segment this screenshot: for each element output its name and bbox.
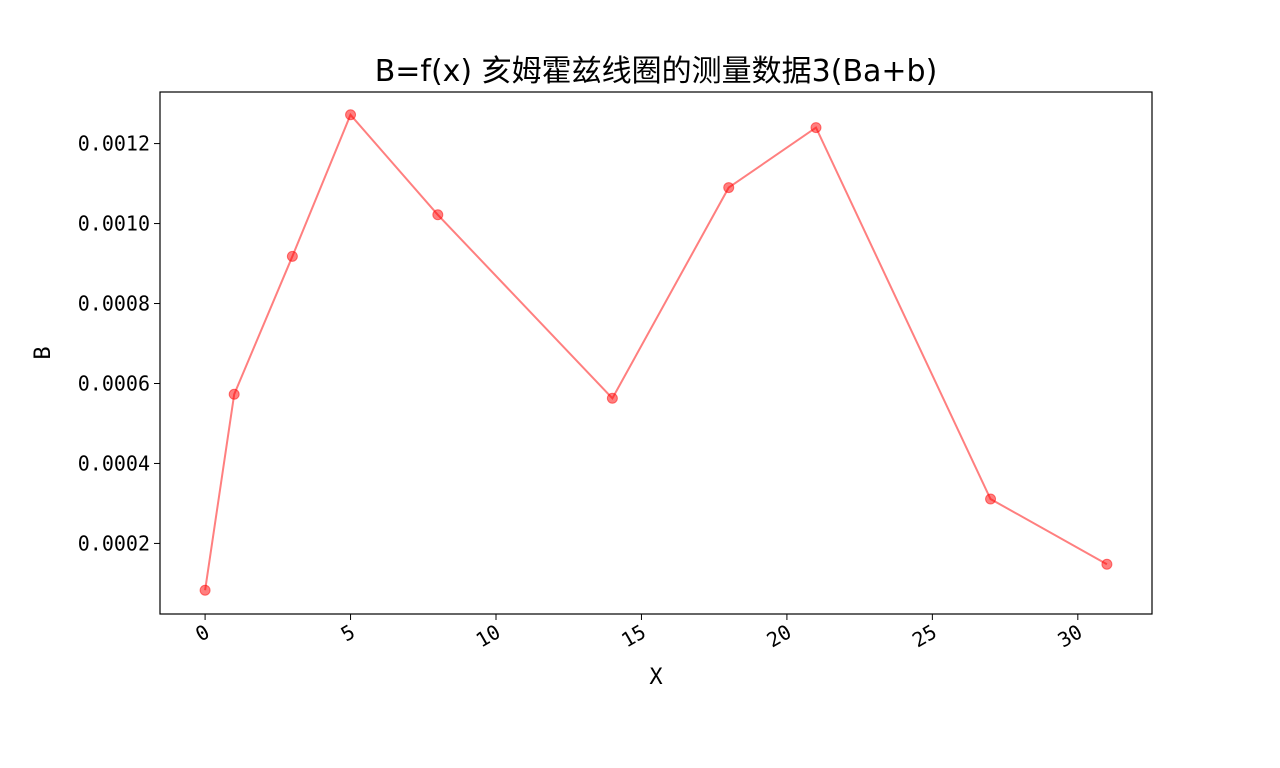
series-line bbox=[204, 112, 1108, 591]
data-point bbox=[723, 182, 735, 194]
data-point bbox=[199, 584, 211, 596]
x-tick-label: 5 bbox=[337, 620, 359, 647]
data-point bbox=[810, 122, 822, 134]
data-point bbox=[228, 388, 240, 400]
x-axis-ticks: 0 5 10 15 20 25 30 bbox=[191, 614, 1086, 652]
x-axis-label: X bbox=[649, 665, 663, 690]
data-point bbox=[345, 109, 357, 121]
x-tick-label: 10 bbox=[472, 620, 505, 653]
data-point bbox=[606, 392, 618, 404]
chart-title: B=f(x) 亥姆霍兹线圈的测量数据3(Ba+b) bbox=[375, 54, 938, 89]
data-point bbox=[286, 250, 298, 262]
data-point bbox=[432, 209, 444, 221]
y-axis-ticks: 0.0002 0.0004 0.0006 0.0008 0.0010 0.0012 bbox=[78, 132, 160, 555]
x-tick-label: 15 bbox=[617, 620, 650, 653]
y-axis-label: B bbox=[31, 346, 56, 359]
series-layer bbox=[199, 109, 1113, 596]
x-tick-label: 0 bbox=[191, 620, 213, 647]
data-point bbox=[985, 493, 997, 505]
y-tick-label: 0.0012 bbox=[78, 132, 150, 156]
y-tick-label: 0.0010 bbox=[78, 212, 150, 236]
y-tick-label: 0.0002 bbox=[78, 531, 150, 555]
y-tick-label: 0.0006 bbox=[78, 371, 150, 395]
data-point bbox=[1101, 558, 1113, 570]
y-tick-label: 0.0004 bbox=[78, 451, 150, 475]
plot-area-frame bbox=[159, 91, 1153, 615]
y-tick-label: 0.0008 bbox=[78, 292, 150, 316]
x-tick-label: 30 bbox=[1053, 620, 1086, 653]
x-tick-label: 25 bbox=[908, 620, 941, 653]
x-tick-label: 20 bbox=[763, 620, 796, 653]
